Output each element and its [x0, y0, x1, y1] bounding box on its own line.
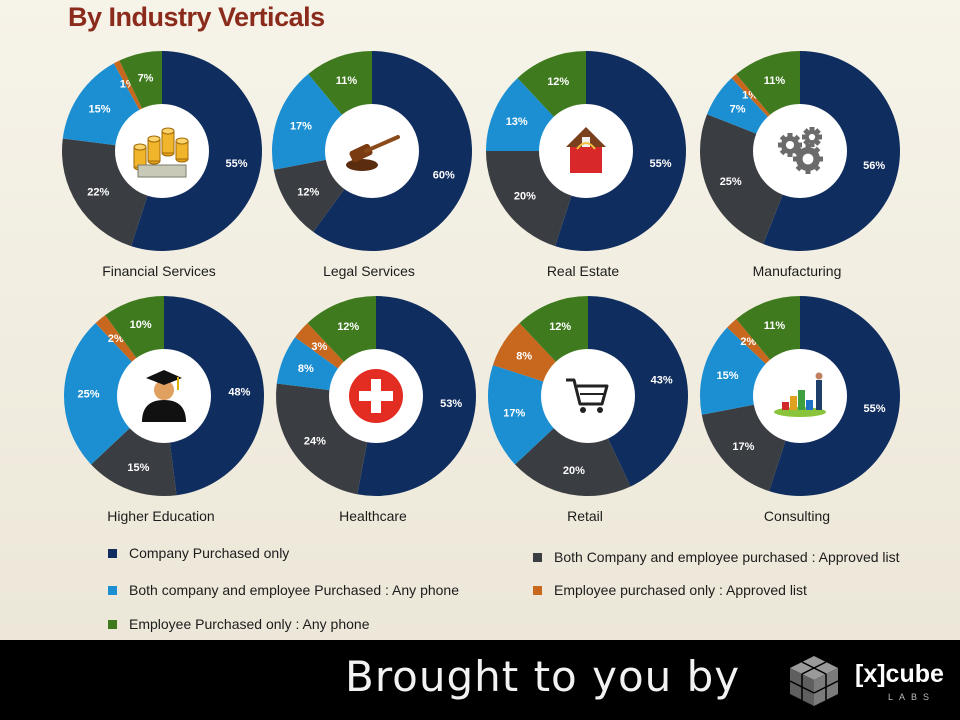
chart-caption: Higher Education	[107, 508, 214, 524]
slide: By Industry Verticals 55% 22% 15% 1% 7% Finan…	[0, 0, 960, 640]
slice-label: 20%	[514, 190, 536, 202]
slice-label: 24%	[304, 435, 326, 447]
slice-label: 17%	[732, 441, 754, 453]
house-icon	[566, 127, 606, 173]
chart-caption: Healthcare	[339, 508, 407, 524]
legend-swatch-both-approved	[533, 552, 542, 562]
slice-label: 55%	[650, 158, 672, 170]
slice-label: 11%	[336, 75, 358, 87]
legend-employee-approved: Employee purchased only : Approved list	[533, 582, 807, 598]
slice-label: 22%	[87, 186, 109, 198]
donut-chart: 60% 12% 17% 11% Legal Services	[272, 51, 473, 279]
slice-label: 25%	[720, 176, 742, 188]
slice-label: 55%	[864, 403, 886, 415]
slice-label: 20%	[563, 465, 585, 477]
donut-chart: 43% 20% 17% 8% 12% Retail	[487, 296, 688, 524]
slice-label: 7%	[730, 104, 746, 116]
slice-label: 11%	[764, 320, 786, 332]
donut-chart: 56%25%7%1%11%Manufacturing	[700, 51, 901, 279]
donut-chart: 55% 20% 13% 12% Real Estate	[486, 51, 686, 279]
charts-area: 55%22%15%1%7%Financial Services60%12%17%…	[62, 51, 901, 524]
money-icon	[133, 127, 189, 178]
chart-caption: Consulting	[764, 508, 830, 524]
slice-label: 43%	[651, 375, 673, 387]
legend-label-both-any: Both company and employee Purchased : An…	[129, 582, 459, 598]
growth-chart-icon	[774, 372, 826, 417]
slice-label: 11%	[764, 75, 786, 87]
slice-label: 15%	[127, 462, 149, 474]
legend-label-employee-any: Employee Purchased only : Any phone	[129, 616, 370, 632]
donut-chart: 55% 17% 15% 2% 11% Consulting	[700, 296, 900, 524]
chart-caption: Manufacturing	[753, 263, 842, 279]
slice-label: 60%	[433, 169, 455, 181]
legend-swatch-employee-approved	[533, 585, 542, 595]
slice-label: 12%	[337, 321, 359, 333]
slice-label: 12%	[297, 186, 319, 198]
legend-label-company: Company Purchased only	[129, 545, 290, 561]
legend-employee-any: Employee Purchased only : Any phone	[108, 616, 370, 632]
donut-center	[541, 349, 635, 443]
shopping-cart-icon	[566, 378, 609, 413]
chart-caption: Real Estate	[547, 263, 620, 279]
legend-label-both-approved: Both Company and employee purchased : Ap…	[554, 549, 900, 565]
slice-both_any	[64, 323, 164, 465]
slice-label: 48%	[228, 386, 250, 398]
slice-company	[588, 296, 688, 487]
slice-label: 8%	[298, 363, 314, 375]
slice-label: 53%	[440, 398, 462, 410]
chart-caption: Legal Services	[323, 263, 415, 279]
brought-to-you-text: Brought to you by	[345, 652, 741, 701]
chart-caption: Retail	[567, 508, 603, 524]
donut-chart: 55%22%15%1%7%Financial Services	[62, 51, 262, 279]
legend-both-any: Both company and employee Purchased : An…	[108, 582, 459, 598]
slice-label: 55%	[226, 158, 248, 170]
logo-subtext: LABS	[888, 692, 936, 702]
legend-swatch-company	[108, 548, 117, 558]
legend-label-employee-approved: Employee purchased only : Approved list	[554, 582, 807, 598]
slice-both_approved	[515, 396, 631, 496]
legend-both-approved: Both Company and employee purchased : Ap…	[533, 549, 900, 565]
slice-label: 12%	[547, 76, 569, 88]
cube-logo-icon	[789, 656, 839, 706]
slice-label: 7%	[138, 72, 154, 84]
footer-banner: Brought to you by [x]cube LABS	[0, 640, 960, 720]
chart-caption: Financial Services	[102, 263, 216, 279]
slice-label: 15%	[716, 370, 738, 382]
legend-company: Company Purchased only	[108, 545, 289, 561]
donut-chart: 48% 15% 25% 2% 10% Higher Education	[64, 296, 264, 524]
slice-label: 12%	[549, 321, 571, 333]
logo-text: [x]cube	[855, 660, 944, 688]
gears-icon	[778, 127, 823, 174]
slice-label: 10%	[130, 319, 152, 331]
slice-label: 8%	[516, 351, 532, 363]
slice-label: 2%	[740, 336, 756, 348]
gavel-icon	[346, 135, 400, 171]
slice-label: 3%	[311, 341, 327, 353]
slice-label: 2%	[108, 333, 124, 345]
graduate-icon	[142, 370, 186, 422]
slice-label: 25%	[78, 389, 100, 401]
slice-label: 13%	[506, 116, 528, 128]
slice-label: 17%	[290, 120, 312, 132]
legend-swatch-employee-any	[108, 619, 117, 629]
slice-label: 17%	[503, 407, 525, 419]
medical-cross-icon	[349, 369, 403, 423]
page-title: By Industry Verticals	[68, 2, 325, 32]
slice-company	[164, 296, 264, 496]
slice-label: 15%	[89, 104, 111, 116]
legend-swatch-both-any	[108, 585, 117, 595]
slice-label: 56%	[863, 160, 885, 172]
donut-chart: 53% 24% 8% 3% 12% Healthcare	[276, 296, 477, 524]
